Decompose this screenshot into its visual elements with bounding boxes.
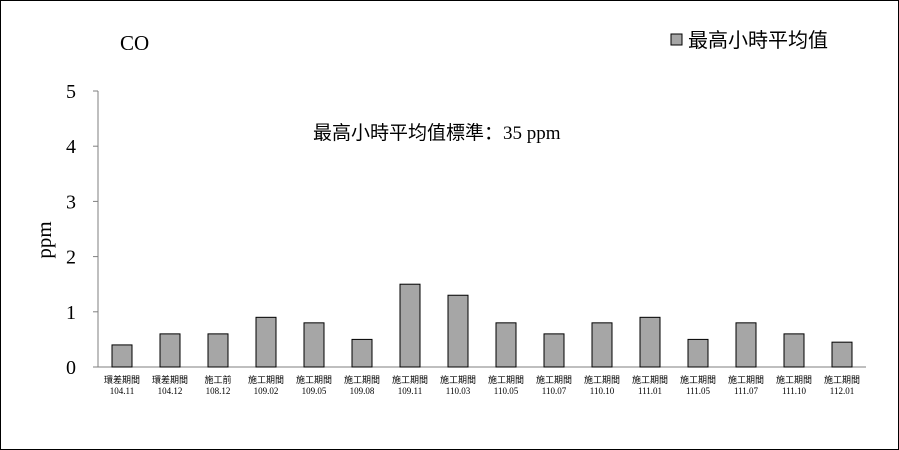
x-tick-label-phase: 施工期間 — [488, 374, 524, 385]
x-tick-label-date: 111.10 — [782, 386, 807, 396]
y-tick-label: 4 — [66, 136, 76, 158]
standard-annotation: 最高小時平均值標準：35 ppm — [313, 122, 561, 144]
y-tick-label: 0 — [66, 357, 76, 379]
x-tick-label-date: 108.12 — [206, 386, 231, 396]
x-tick-label-date: 109.05 — [302, 386, 327, 396]
x-tick-label-date: 112.01 — [830, 386, 854, 396]
bars — [111, 283, 853, 368]
x-tick-labels: 環差期間104.11環差期間104.12施工前108.12施工期間109.02施… — [104, 374, 860, 396]
x-tick-label-date: 111.01 — [638, 386, 662, 396]
x-tick-label-date: 109.08 — [350, 386, 375, 396]
x-tick-label-phase: 施工期間 — [296, 374, 332, 385]
bar — [207, 333, 229, 368]
x-tick-label-date: 110.07 — [542, 386, 567, 396]
y-tick-label: 5 — [66, 81, 76, 103]
x-tick-label-date: 110.05 — [494, 386, 519, 396]
legend-swatch — [670, 33, 683, 46]
x-tick-label-phase: 施工期間 — [824, 374, 860, 385]
bar — [783, 333, 805, 368]
x-tick-label-date: 111.07 — [734, 386, 759, 396]
legend: 最高小時平均值 — [670, 29, 828, 52]
x-tick-label-phase: 施工期間 — [248, 374, 284, 385]
bar — [111, 344, 133, 368]
bar — [831, 341, 853, 368]
x-tick-label-phase: 環差期間 — [104, 374, 140, 385]
y-tick-label: 2 — [66, 247, 76, 269]
bar — [735, 322, 757, 368]
x-tick-label-date: 109.02 — [254, 386, 279, 396]
x-tick-label-phase: 施工前 — [204, 374, 231, 385]
y-axis-label: ppm — [32, 221, 56, 258]
x-tick-label-date: 110.03 — [446, 386, 471, 396]
x-tick-label-date: 111.05 — [686, 386, 711, 396]
x-tick-label-phase: 施工期間 — [392, 374, 428, 385]
bar — [495, 322, 517, 368]
legend-label: 最高小時平均值 — [688, 29, 828, 52]
x-tick-label-date: 109.11 — [398, 386, 422, 396]
x-tick-label-date: 104.12 — [158, 386, 183, 396]
bar — [399, 283, 421, 368]
x-tick-label-phase: 施工期間 — [584, 374, 620, 385]
chart-title: CO — [120, 31, 149, 55]
x-tick-label-phase: 施工期間 — [536, 374, 572, 385]
x-tick-label-phase: 環差期間 — [152, 374, 188, 385]
y-tick-label: 1 — [66, 302, 76, 324]
x-tick-label-phase: 施工期間 — [632, 374, 668, 385]
bar — [639, 316, 661, 368]
y-tick-label: 3 — [66, 191, 76, 213]
x-tick-label-date: 104.11 — [110, 386, 134, 396]
bar — [255, 316, 277, 368]
bar — [351, 338, 373, 368]
x-tick-label-phase: 施工期間 — [440, 374, 476, 385]
bar — [591, 322, 613, 368]
y-ticks: 0 1 2 3 4 5 — [66, 81, 98, 379]
bar — [159, 333, 181, 368]
bar — [543, 333, 565, 368]
bar — [447, 294, 469, 368]
x-tick-label-phase: 施工期間 — [776, 374, 812, 385]
x-tick-label-phase: 施工期間 — [728, 374, 764, 385]
x-tick-label-date: 110.10 — [590, 386, 615, 396]
bar — [303, 322, 325, 368]
x-tick-label-phase: 施工期間 — [344, 374, 380, 385]
bar — [687, 338, 709, 368]
x-tick-label-phase: 施工期間 — [680, 374, 716, 385]
